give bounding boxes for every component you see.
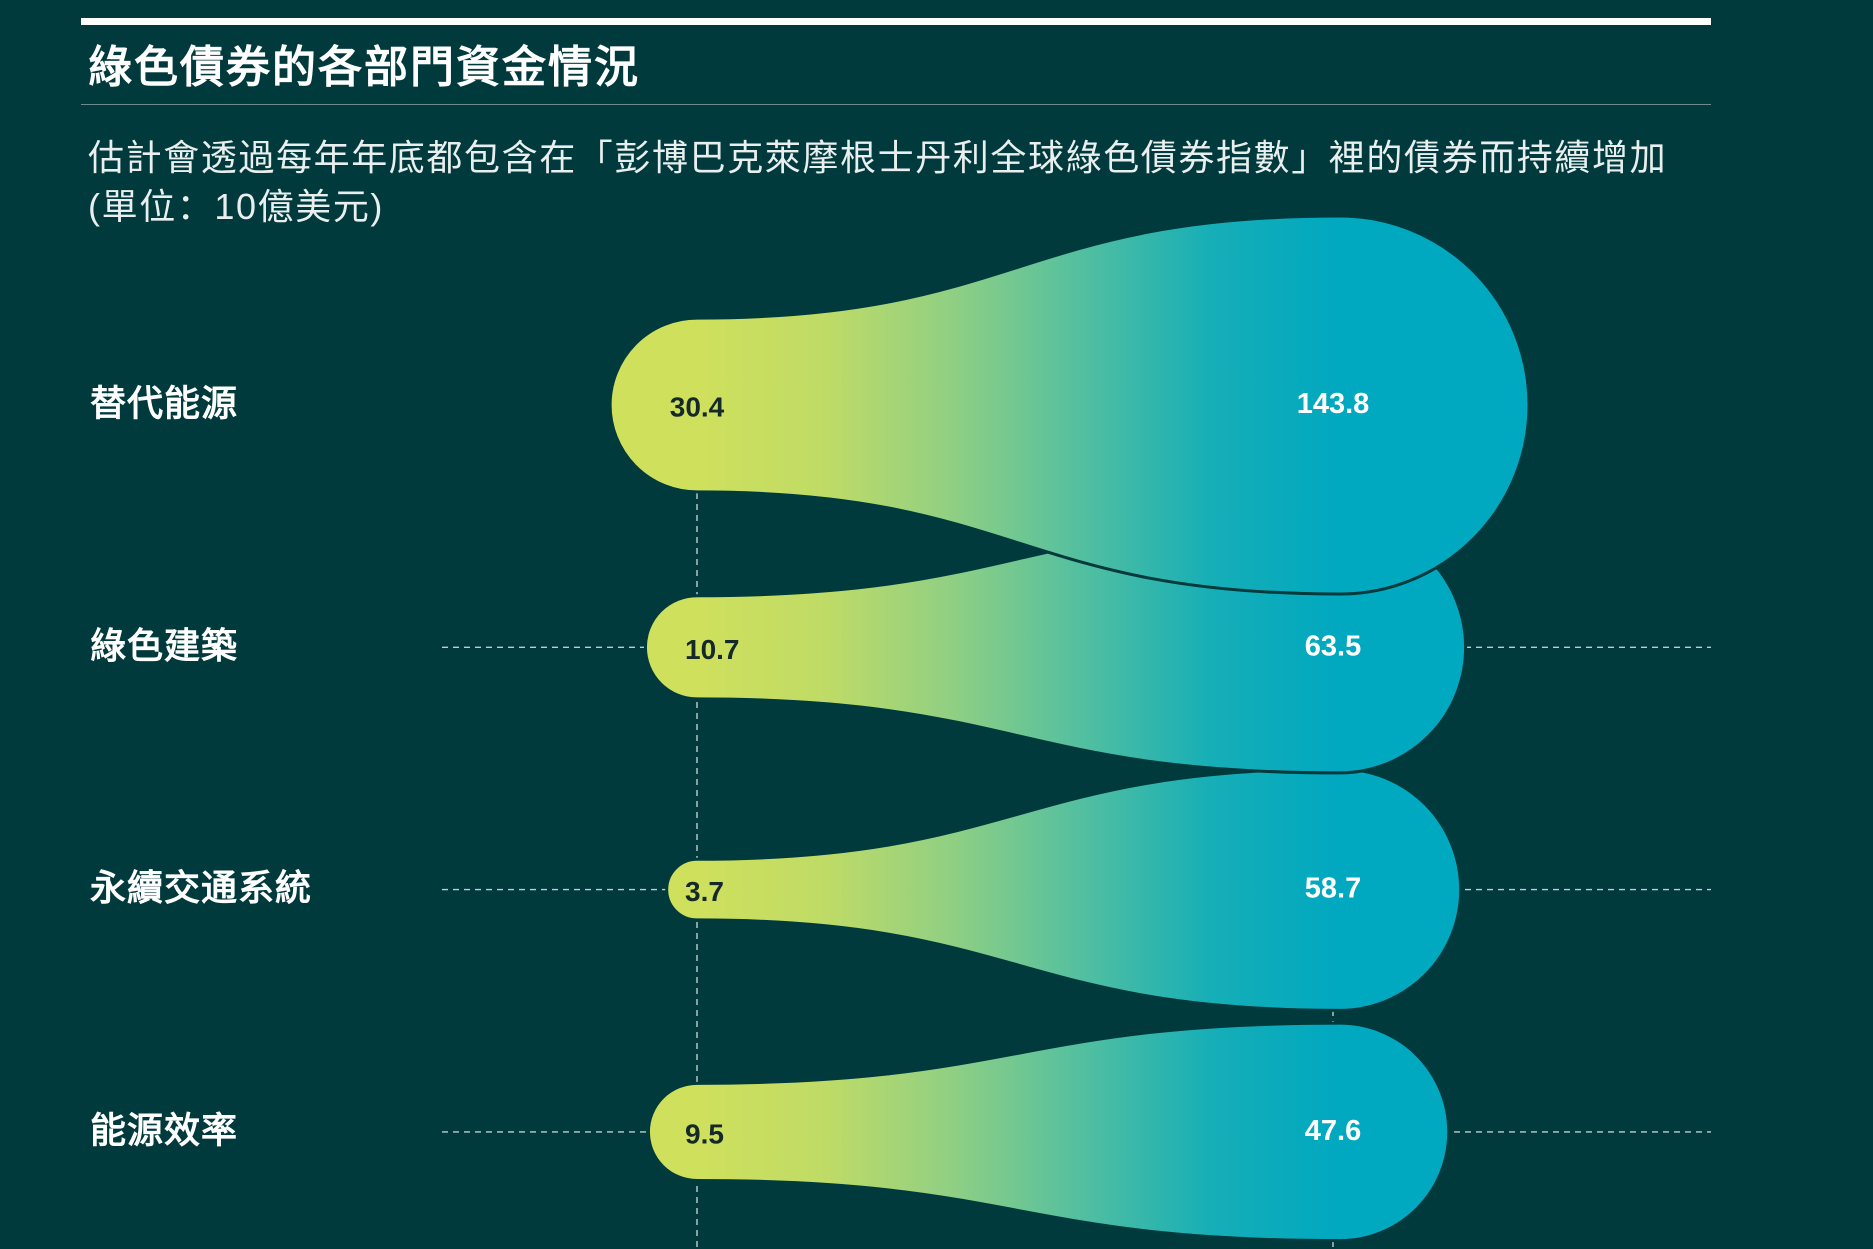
- sector-shapes: [608, 214, 1531, 1243]
- top-rule: [81, 18, 1711, 25]
- chart-title: 綠色債券的各部門資金情況: [88, 43, 640, 92]
- title-divider: [81, 104, 1711, 105]
- end-value-label: 58.7: [1305, 873, 1361, 905]
- category-label: 綠色建築: [90, 625, 238, 666]
- start-value-label: 30.4: [670, 392, 725, 423]
- unit-note: (單位：10億美元): [88, 186, 385, 227]
- start-value-label: 10.7: [685, 634, 740, 665]
- chart-subtitle: 估計會透過每年年底都包含在「彭博巴克萊摩根士丹利全球綠色債券指數」裡的債券而持續…: [88, 137, 1668, 178]
- start-value-label: 9.5: [685, 1118, 724, 1149]
- end-value-label: 143.8: [1297, 388, 1370, 420]
- end-value-label: 63.5: [1305, 630, 1361, 662]
- category-label: 能源效率: [90, 1109, 238, 1150]
- start-value-label: 3.7: [685, 876, 724, 907]
- sector-shape: [647, 1021, 1451, 1243]
- chart-labels: 替代能源 30.4 143.8 綠色建築 10.7 63.5 永續交通系統 3.7 58.7 能源…: [90, 383, 1369, 1151]
- category-label: 替代能源: [90, 383, 238, 424]
- end-value-label: 47.6: [1305, 1115, 1361, 1147]
- sector-shape: [608, 214, 1531, 596]
- sector-shape: [665, 767, 1462, 1012]
- category-label: 永續交通系統: [90, 867, 312, 908]
